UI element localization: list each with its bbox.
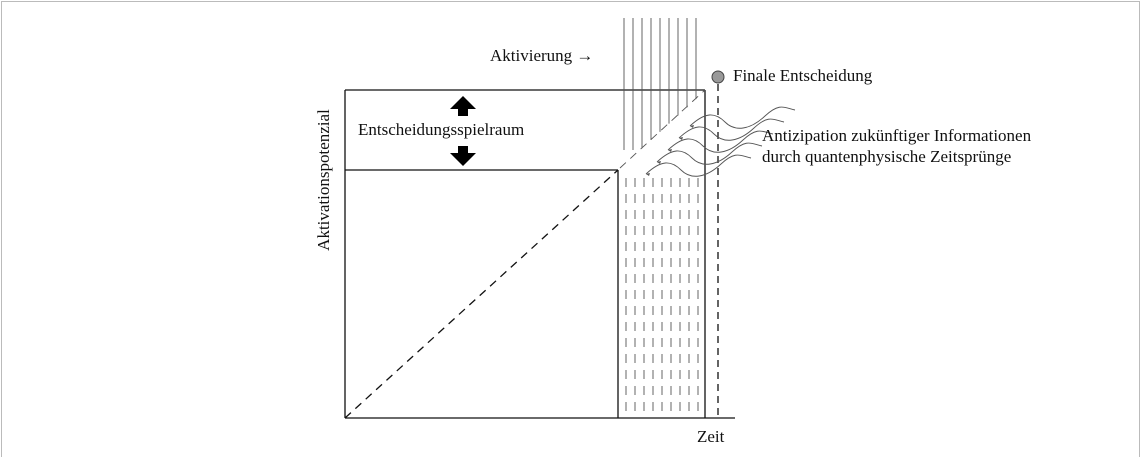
drawing: [344, 18, 796, 419]
diagonal: [344, 169, 619, 419]
arrow-down: [450, 146, 476, 166]
anticipation-tip: [679, 137, 683, 140]
arrow-up: [450, 96, 476, 116]
anticipation-wave: [689, 106, 796, 129]
anticipation-wave: [656, 142, 763, 165]
anticipation-wave: [678, 118, 785, 141]
annotation: durch quantenphysische Zeitsprünge: [762, 147, 1011, 166]
y-axis-label: Aktivationspotenzial: [314, 109, 333, 251]
anticipation-wave: [667, 130, 774, 153]
diagonal-upper: [619, 89, 706, 169]
annotation: Antizipation zukünftiger Informationen: [762, 126, 1032, 145]
anticipation-wave: [645, 154, 752, 177]
final-label: Finale Entscheidung: [733, 66, 873, 85]
range-label: Entscheidungsspielraum: [358, 120, 524, 139]
anticipation-tip: [690, 125, 694, 128]
final-point: [711, 70, 725, 84]
x-axis-label: Zeit: [697, 427, 725, 446]
anticipation-tip: [646, 173, 650, 176]
activation-label: Aktivierung →: [490, 46, 593, 65]
anticipation-tip: [668, 149, 672, 152]
anticipation-tip: [657, 161, 661, 164]
